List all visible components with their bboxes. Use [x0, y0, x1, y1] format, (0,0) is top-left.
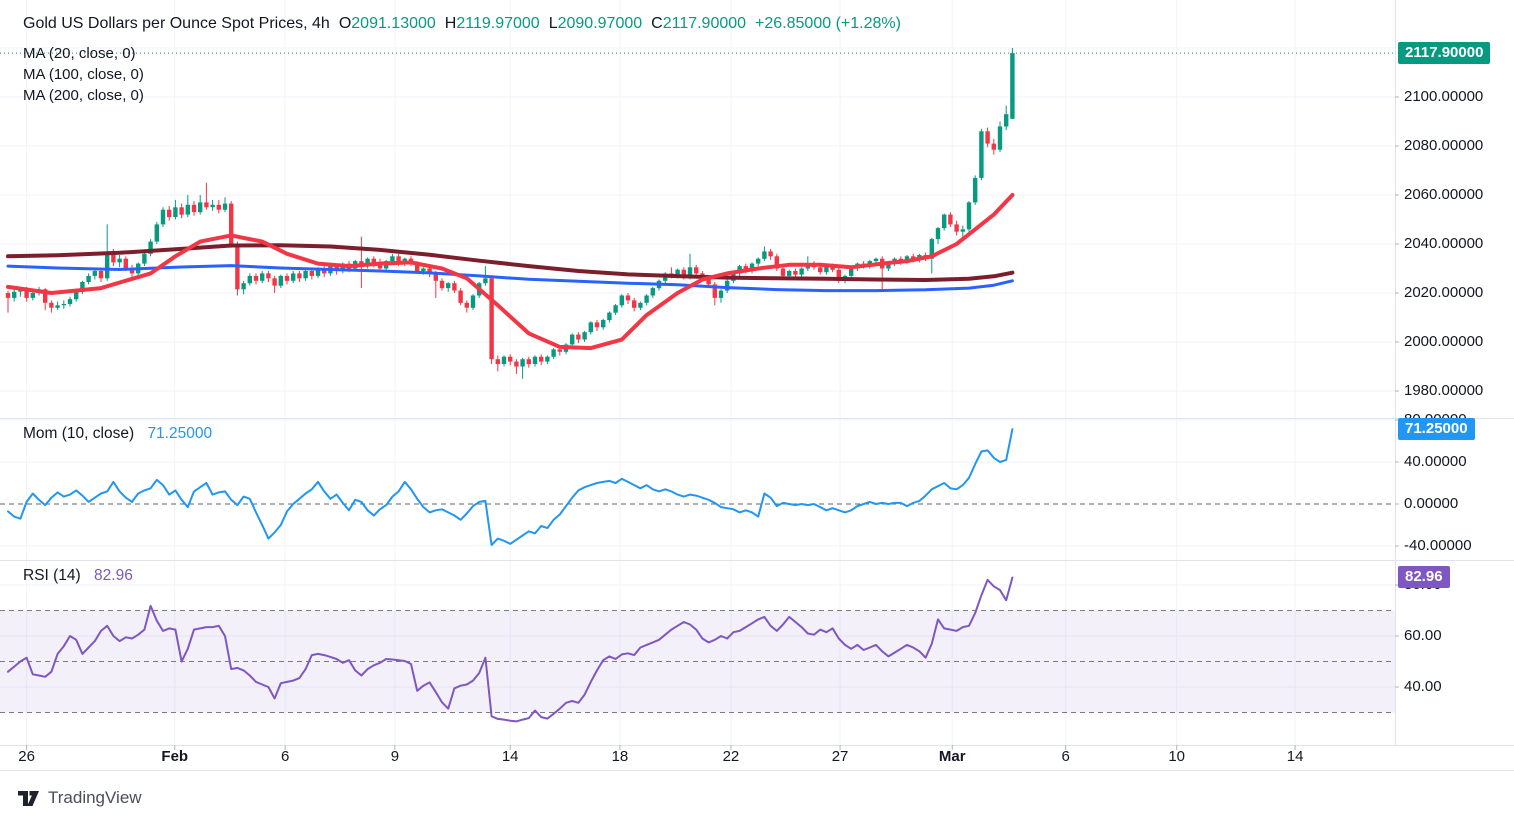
momentum-axis-label: -40.00000: [1404, 537, 1472, 554]
price-axis-label: 2080.00000: [1404, 137, 1484, 154]
time-axis-label: 14: [501, 748, 519, 765]
rsi-label: RSI (14): [23, 567, 81, 584]
last-price-badge: 2117.90000: [1398, 42, 1491, 65]
rsi-value: 82.96: [94, 567, 133, 584]
momentum-line: [7, 428, 1014, 546]
time-axis-label: Mar: [938, 748, 966, 765]
price-axis-label: 2040.00000: [1404, 235, 1484, 252]
time-axis-label: 26: [18, 748, 35, 765]
ma200-line: [6, 243, 1015, 282]
rsi-badge: 82.96: [1398, 566, 1450, 589]
price-axis-label: 2060.00000: [1404, 186, 1484, 203]
momentum-axis-label: 40.00000: [1404, 453, 1467, 470]
ma200-legend: MA (200, close, 0): [23, 87, 144, 104]
rsi-line: [7, 576, 1014, 723]
price-axis-label: 2100.00000: [1404, 88, 1484, 105]
change-value: +26.85000 (+1.28%): [755, 15, 901, 32]
ma20-line: [6, 193, 1015, 351]
time-axis-label: 27: [831, 748, 849, 765]
ma100-line: [6, 264, 1014, 293]
ma100-legend: MA (100, close, 0): [23, 66, 144, 83]
price-axis-label: 1980.00000: [1404, 382, 1484, 399]
tradingview-logo-icon: [18, 791, 39, 806]
time-axis-label: 10: [1168, 748, 1186, 765]
momentum-label: Mom (10, close): [23, 425, 135, 442]
price-axis-label: 2020.00000: [1404, 284, 1484, 301]
rsi-legend: RSI (14) 82.96: [23, 567, 133, 585]
ohlc-values: O2091.13000 H2119.97000 L2090.97000 C2117.9…: [339, 15, 746, 33]
ohlc-l-value: L2090.97000: [548, 15, 643, 32]
candlestick-series: [5, 48, 1015, 379]
price-axis-label: 2000.00000: [1404, 333, 1484, 350]
symbol-legend: Gold US Dollars per Ounce Spot Prices, 4…: [23, 15, 901, 33]
momentum-legend: Mom (10, close) 71.25000: [23, 425, 212, 443]
ohlc-o-value: O2091.13000: [338, 15, 436, 32]
time-axis-label: 14: [1286, 748, 1304, 765]
momentum-value: 71.25000: [147, 425, 213, 442]
ohlc-h-value: H2119.97000: [444, 15, 540, 32]
time-axis-label: 22: [722, 748, 740, 765]
ohlc-c-value: C2117.90000: [651, 15, 747, 32]
tradingview-logo[interactable]: TradingView: [16, 786, 142, 810]
rsi-axis-label: 40.00: [1404, 678, 1442, 695]
symbol-title: Gold US Dollars per Ounce Spot Prices, 4…: [23, 15, 330, 32]
ma20-legend: MA (20, close, 0): [23, 45, 136, 62]
momentum-badge: 71.25000: [1398, 418, 1475, 441]
time-axis-label: Feb: [161, 748, 189, 765]
rsi-axis-label: 60.00: [1404, 627, 1442, 644]
momentum-axis-label: 0.00000: [1404, 495, 1459, 512]
time-axis-label: 6: [1061, 748, 1070, 765]
time-axis-label: 18: [611, 748, 629, 765]
time-axis-label: 6: [280, 748, 290, 765]
tradingview-logo-text: TradingView: [48, 788, 142, 807]
time-axis-label: 9: [390, 748, 400, 765]
